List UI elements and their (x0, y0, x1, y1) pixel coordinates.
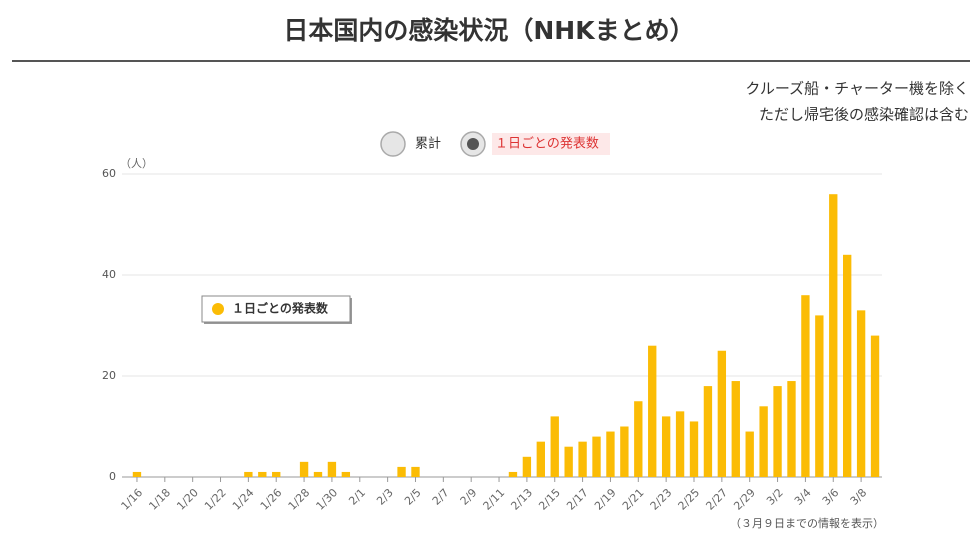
x-tick-label: 1/30 (314, 486, 341, 513)
bar (675, 411, 685, 477)
x-tick-label: 2/11 (481, 486, 508, 513)
toggle-label[interactable]: １日ごとの発表数 (495, 136, 599, 152)
x-tick-label: 2/17 (564, 486, 591, 513)
y-tick-label: 20 (102, 369, 116, 382)
bar (299, 461, 309, 477)
bar (606, 431, 615, 477)
x-tick-label: 2/25 (676, 486, 703, 513)
x-tick-label: 1/24 (230, 486, 257, 513)
x-tick-label: 2/29 (731, 486, 758, 513)
toggle-highlight (492, 133, 610, 155)
bar (661, 416, 671, 477)
x-tick-label: 2/23 (648, 486, 675, 513)
y-axis-label: （人） (120, 157, 153, 170)
bar (634, 401, 643, 477)
x-tick-label: 3/8 (848, 486, 870, 508)
bar (327, 461, 337, 477)
x-tick-label: 2/13 (508, 486, 535, 513)
bar (508, 471, 518, 477)
bar (536, 441, 545, 477)
x-tick-label: 2/21 (620, 486, 647, 513)
x-tick-label: 3/2 (764, 486, 786, 508)
x-tick-label: 2/5 (402, 486, 424, 508)
bar (773, 386, 782, 477)
note: ただし帰宅後の感染確認は含む (759, 106, 969, 124)
bar (620, 426, 629, 477)
bar (703, 386, 713, 477)
x-tick-label: 3/4 (792, 486, 814, 508)
bar (564, 446, 573, 477)
note: クルーズ船・チャーター機を除く (745, 80, 969, 98)
bar (132, 471, 142, 477)
x-tick-label: 1/22 (202, 486, 229, 513)
x-tick-label: 2/19 (592, 486, 619, 513)
bar (578, 441, 587, 477)
bar (648, 345, 657, 477)
bar (244, 471, 253, 477)
bar (522, 456, 532, 477)
bar (745, 431, 754, 477)
bar (313, 471, 323, 477)
x-tick-label: 1/20 (174, 486, 201, 513)
x-tick-label: 2/7 (430, 486, 452, 508)
x-tick-label: 2/1 (346, 486, 368, 508)
bar (801, 295, 810, 477)
bar (717, 350, 727, 477)
bar (689, 421, 699, 477)
footnote: （３月９日までの情報を表示） (730, 516, 884, 530)
legend-label: １日ごとの発表数 (232, 301, 329, 316)
bar (411, 466, 420, 477)
legend-swatch (212, 303, 224, 315)
y-tick-label: 0 (109, 470, 116, 483)
radio-button[interactable] (380, 131, 406, 157)
toggle-label[interactable]: 累計 (415, 136, 441, 152)
bar (815, 315, 824, 477)
bar (550, 416, 559, 477)
bar (272, 471, 281, 477)
x-tick-label: 1/18 (146, 486, 173, 513)
x-tick-label: 2/27 (703, 486, 730, 513)
bar (843, 254, 852, 477)
x-tick-label: 1/16 (119, 486, 146, 513)
x-tick-label: 1/28 (286, 486, 313, 513)
bar (258, 471, 267, 477)
legend-box (201, 295, 351, 323)
bar (870, 335, 880, 477)
y-tick-label: 40 (102, 268, 116, 281)
x-tick-label: 1/26 (258, 486, 285, 513)
x-tick-label: 3/6 (820, 486, 842, 508)
y-tick-label: 60 (102, 167, 116, 180)
x-tick-label: 2/9 (458, 486, 480, 508)
x-tick-label: 2/3 (374, 486, 396, 508)
bar (829, 194, 838, 477)
bar (397, 466, 406, 477)
bar (341, 471, 351, 477)
page-title: 日本国内の感染状況（NHKまとめ） (283, 16, 694, 45)
bar (787, 381, 796, 477)
bar (592, 436, 601, 477)
x-tick-label: 2/15 (536, 486, 563, 513)
bar (759, 406, 768, 477)
radio-dot (467, 138, 479, 150)
bar (856, 310, 866, 477)
bar (731, 381, 740, 477)
